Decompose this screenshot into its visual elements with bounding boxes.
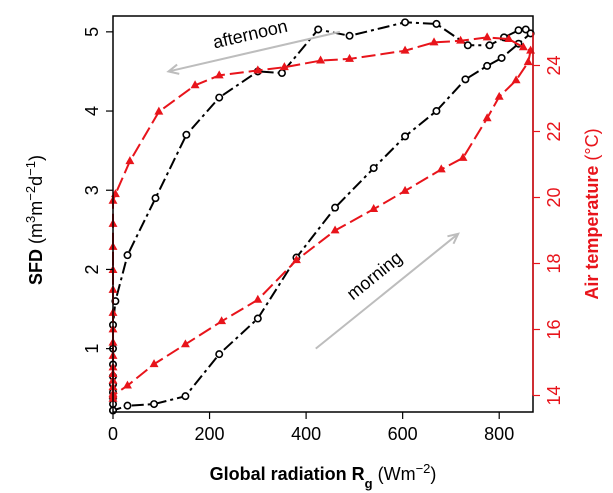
annotation-arrow-0: [168, 30, 341, 73]
series-0-point: [253, 314, 262, 323]
series-1-point: [330, 225, 340, 234]
series-0-point: [369, 164, 378, 173]
y-right-tick-label: 22: [544, 121, 564, 141]
series-1-point: [190, 80, 200, 89]
series-1-point: [345, 53, 355, 62]
series-0-point: [277, 69, 286, 78]
series-1-point: [494, 91, 504, 100]
y-axis-right: 14 16 18 20 22 24: [532, 32, 564, 406]
series-0-point: [401, 18, 410, 27]
series-0-point: [123, 401, 132, 410]
series-1-point: [400, 185, 410, 194]
series-1-point: [482, 113, 492, 122]
series-0-point: [151, 194, 160, 203]
annotation-arrowhead-1: [447, 232, 460, 245]
series-1-point: [504, 34, 514, 43]
series-1-point: [125, 156, 135, 165]
series-0-point: [150, 400, 159, 409]
series-0-point: [514, 26, 523, 35]
series-0-point: [526, 29, 535, 38]
series-1-point: [253, 65, 263, 74]
y-left-tick-label: 1: [82, 344, 102, 354]
series-1-point: [518, 42, 528, 51]
series-1-point: [123, 380, 132, 389]
series-0-point: [123, 251, 132, 260]
series-1-point: [279, 62, 289, 71]
series-0-point: [483, 61, 492, 70]
series-1-point: [369, 204, 379, 212]
series-1-point: [217, 316, 227, 325]
y-left-tick-label: 4: [82, 106, 102, 116]
series-1-point: [511, 75, 521, 84]
series-0-point: [432, 19, 441, 28]
x-tick-label: 0: [108, 424, 118, 444]
series-0-point: [215, 93, 224, 102]
y-right-tick-label: 16: [544, 319, 564, 339]
series-1-point: [149, 359, 159, 368]
series-1-point: [482, 32, 492, 41]
series-1-point: [316, 55, 326, 64]
series-0-point: [432, 107, 441, 116]
series-0-point: [461, 75, 470, 84]
series-0-point: [497, 53, 506, 62]
x-axis-title: Global radiation Rg (Wm−2): [210, 461, 437, 491]
series-0-point: [215, 350, 224, 359]
series-1-point: [180, 339, 190, 348]
series-1-point: [458, 152, 468, 161]
series-0-point: [314, 25, 323, 34]
series-1-point: [436, 164, 446, 173]
y-axis-left: 1 2 3 4 5: [82, 27, 113, 354]
series-1-point: [400, 45, 410, 54]
x-axis: 0 200 400 600 800: [108, 412, 514, 444]
y-left-tick-label: 3: [82, 185, 102, 195]
series-1-point: [291, 255, 301, 264]
series-0-point: [181, 392, 190, 401]
series-1-point: [523, 57, 533, 66]
y-right-tick-label: 20: [544, 187, 564, 207]
annotation-arrow-1: [315, 233, 459, 350]
series-1-point: [154, 106, 164, 115]
series-0-point: [345, 31, 354, 40]
y-axis-right-title: Air temperature (°C): [582, 128, 602, 299]
series-1-point: [253, 294, 263, 303]
y-right-tick-label: 14: [544, 385, 564, 405]
series-0-point: [485, 41, 494, 50]
series-1-point: [456, 35, 466, 44]
y-left-tick-label: 5: [82, 27, 102, 37]
series-0-point: [331, 203, 340, 212]
series-0-point: [463, 41, 472, 50]
x-tick-label: 200: [195, 424, 225, 444]
x-tick-label: 800: [484, 424, 514, 444]
x-tick-label: 400: [291, 424, 321, 444]
annotation-arrowhead-0: [166, 63, 180, 75]
series-0-point: [401, 132, 410, 141]
series-1-point: [214, 70, 224, 79]
y-left-tick-label: 2: [82, 264, 102, 274]
y-right-tick-label: 24: [544, 55, 564, 75]
series-0-point: [182, 130, 191, 139]
y-right-tick-label: 18: [544, 253, 564, 273]
y-axis-left-title: SFD (m3m−2d−1): [23, 155, 47, 285]
series-1-point: [429, 37, 439, 46]
x-tick-label: 600: [388, 424, 418, 444]
